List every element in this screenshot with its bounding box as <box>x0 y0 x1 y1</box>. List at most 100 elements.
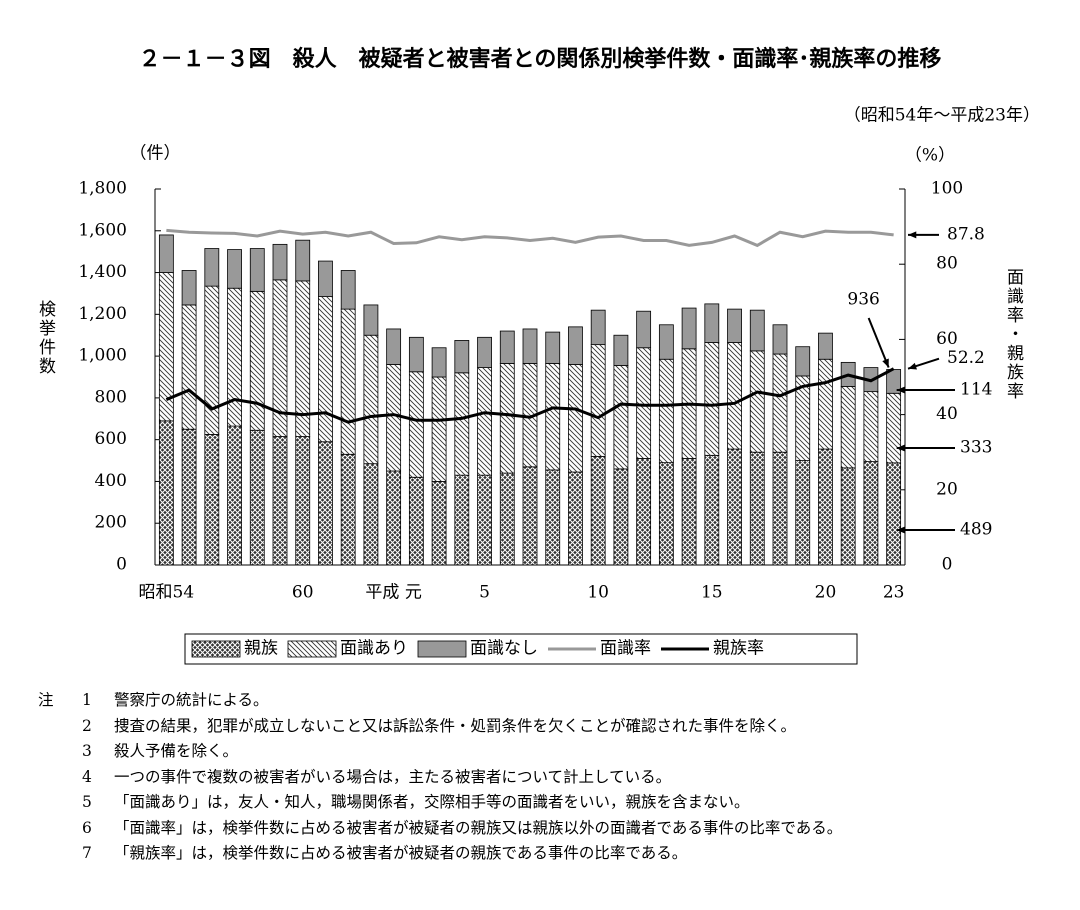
y-tick-label: 1,400 <box>78 262 127 282</box>
y2-tick-label: 100 <box>931 179 963 199</box>
note-number: 2 <box>82 716 92 735</box>
x-tick-label: 60 <box>292 583 314 603</box>
bar-segment <box>204 434 220 566</box>
bar-segment <box>636 347 652 459</box>
note-row: 7 「親族率」は，検挙件数に占める被害者が被疑者の親族である事件の比率である。 <box>38 841 842 867</box>
bar-segment <box>158 420 174 566</box>
bar-segment <box>795 460 811 566</box>
y2-axis-title: 面識率・親族率 <box>1003 268 1024 401</box>
y-tick-label: 400 <box>95 471 127 491</box>
bar-segment <box>840 467 856 566</box>
bar-segment <box>772 451 788 566</box>
note-row: 3 殺人予備を除く。 <box>38 739 842 765</box>
bar-segment <box>363 463 379 566</box>
value-label: 87.8 <box>947 224 985 244</box>
arrow-head <box>908 362 917 370</box>
bar-segment <box>749 350 765 453</box>
note-number: 1 <box>82 691 92 709</box>
note-number: 3 <box>82 742 92 760</box>
note-row: 4 一つの事件で複数の被害者がいる場合は，主たる被害者について計上している。 <box>38 765 842 791</box>
arrow-head <box>882 358 889 368</box>
annotation-arrow <box>867 317 890 368</box>
bar-segment <box>568 471 583 566</box>
bar-segment <box>499 472 515 566</box>
legend-box <box>184 633 858 665</box>
bar-segment <box>749 451 765 566</box>
value-label: 489 <box>960 520 992 540</box>
bar-segment <box>340 308 356 455</box>
arrow-head <box>896 386 905 394</box>
x-tick-label: 5 <box>479 583 490 603</box>
bar-segment <box>613 365 629 470</box>
note-number: 7 <box>82 844 92 862</box>
note-text: 「面識率」は，検挙件数に占める被害者が被疑者の親族又は親族以外の面識者である事件… <box>114 818 843 837</box>
bar-segment <box>249 429 265 566</box>
note-text: 「親族率」は，検挙件数に占める被害者が被疑者の親族である事件の比率である。 <box>114 844 688 862</box>
bar-segment <box>522 328 538 364</box>
note-number: 6 <box>82 818 92 837</box>
value-label: 114 <box>960 380 992 400</box>
arrow-head <box>896 526 905 534</box>
bar-segment <box>886 462 902 566</box>
bar-segment <box>568 364 583 473</box>
bar-segment <box>818 358 833 450</box>
bar-segment <box>499 330 515 364</box>
bar-segment <box>681 307 697 350</box>
bar-segment <box>363 304 379 336</box>
bar-segment <box>272 436 288 566</box>
y-tick-label: 800 <box>95 387 127 407</box>
bar-segment <box>636 458 652 566</box>
x-tick-label: 20 <box>815 583 837 603</box>
legend-swatch <box>287 640 337 658</box>
legend-label: 面識率 <box>600 639 651 659</box>
y2-tick-label: 80 <box>936 254 958 274</box>
y-axis-title: 検挙件数 <box>35 300 56 376</box>
bar-segment <box>499 363 515 474</box>
line-series <box>165 367 895 424</box>
x-tick-label: 23 <box>883 583 905 603</box>
note-number: 5 <box>82 793 92 811</box>
legend-label: 面識あり <box>340 639 408 659</box>
y-tick-label: 0 <box>116 555 127 575</box>
note-head: 注 <box>38 691 54 709</box>
bar-segment <box>590 309 606 346</box>
bar-segment <box>863 461 879 566</box>
bar-segment <box>249 248 265 292</box>
y2-unit: （%） <box>905 146 955 166</box>
legend-swatch <box>191 640 241 658</box>
y-tick-label: 600 <box>95 429 127 449</box>
bar-segment <box>363 334 379 465</box>
y-tick-label: 1,600 <box>78 220 127 240</box>
bar-segment <box>658 324 674 360</box>
y-tick-label: 1,800 <box>78 179 127 199</box>
y2-tick-label: 40 <box>936 404 958 424</box>
note-row: 2 捜査の結果，犯罪が成立しないこと又は訴訟条件・処罰条件を欠くことが確認された事… <box>38 714 842 740</box>
spacer <box>38 816 82 842</box>
bar-segment <box>318 260 333 297</box>
bar-segment <box>749 309 765 352</box>
bar-segment <box>658 358 674 464</box>
bar-segment <box>386 470 402 566</box>
note-text: 「面識あり」は，友人・知人，職場関係者，交際相手等の面識者をいい，親族を含まない… <box>114 793 750 811</box>
spacer <box>38 790 82 816</box>
x-tick-label: 15 <box>701 583 723 603</box>
bar-segment <box>204 248 220 287</box>
bar-segment <box>545 331 561 364</box>
bar-segment <box>227 425 242 566</box>
bar-segment <box>636 310 652 349</box>
spacer <box>38 739 82 765</box>
bar-segment <box>727 342 742 450</box>
bar-segment <box>340 453 356 566</box>
bar-segment <box>181 270 197 306</box>
bar-segment <box>772 324 788 355</box>
bar-segment <box>295 436 311 566</box>
subtitle: （昭和54年～平成23年） <box>844 106 1040 126</box>
y2-tick-label: 20 <box>936 479 958 499</box>
legend-swatch <box>417 640 467 658</box>
bar-segment <box>568 326 583 365</box>
bar-segment <box>227 287 242 427</box>
bar-segment <box>431 347 447 378</box>
bar-segment <box>454 340 470 374</box>
y2-tick-label: 60 <box>936 329 958 349</box>
